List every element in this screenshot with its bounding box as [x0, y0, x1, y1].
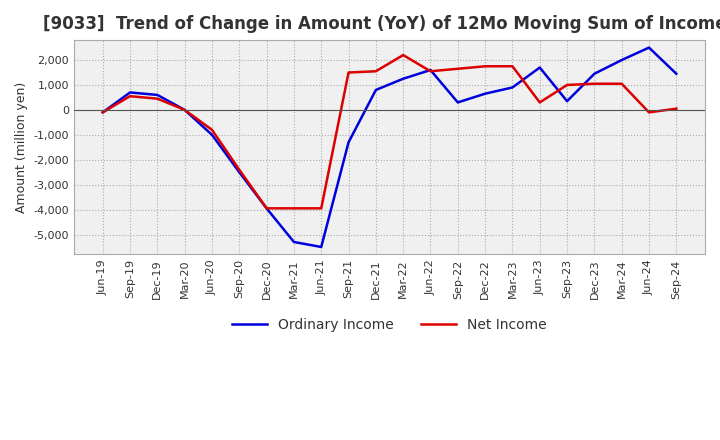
Net Income — [317, 206, 325, 211]
Ordinary Income — [99, 110, 107, 115]
Net Income — [153, 96, 162, 101]
Ordinary Income — [262, 206, 271, 211]
Net Income — [536, 100, 544, 105]
Net Income — [262, 206, 271, 211]
Net Income — [372, 69, 380, 74]
Title: [9033]  Trend of Change in Amount (YoY) of 12Mo Moving Sum of Incomes: [9033] Trend of Change in Amount (YoY) o… — [42, 15, 720, 33]
Net Income — [180, 107, 189, 113]
Ordinary Income — [207, 132, 216, 137]
Ordinary Income — [126, 90, 135, 95]
Net Income — [344, 70, 353, 75]
Net Income — [399, 52, 408, 58]
Ordinary Income — [399, 76, 408, 81]
Ordinary Income — [344, 139, 353, 145]
Net Income — [672, 106, 680, 111]
Ordinary Income — [372, 87, 380, 92]
Net Income — [454, 66, 462, 71]
Ordinary Income — [426, 67, 435, 73]
Net Income — [207, 127, 216, 132]
Net Income — [289, 206, 298, 211]
Ordinary Income — [481, 91, 490, 96]
Net Income — [481, 64, 490, 69]
Ordinary Income — [235, 169, 243, 175]
Ordinary Income — [317, 244, 325, 249]
Legend: Ordinary Income, Net Income: Ordinary Income, Net Income — [227, 312, 552, 337]
Ordinary Income — [180, 107, 189, 113]
Net Income — [590, 81, 599, 86]
Ordinary Income — [617, 57, 626, 62]
Ordinary Income — [672, 71, 680, 77]
Line: Net Income: Net Income — [103, 55, 676, 209]
Ordinary Income — [590, 71, 599, 77]
Ordinary Income — [153, 92, 162, 98]
Net Income — [99, 110, 107, 115]
Line: Ordinary Income: Ordinary Income — [103, 48, 676, 247]
Y-axis label: Amount (million yen): Amount (million yen) — [15, 82, 28, 213]
Ordinary Income — [644, 45, 653, 50]
Net Income — [644, 110, 653, 115]
Ordinary Income — [563, 99, 572, 104]
Net Income — [617, 81, 626, 86]
Net Income — [508, 64, 517, 69]
Net Income — [235, 167, 243, 172]
Net Income — [426, 69, 435, 74]
Net Income — [126, 94, 135, 99]
Ordinary Income — [536, 65, 544, 70]
Ordinary Income — [508, 85, 517, 90]
Ordinary Income — [454, 100, 462, 105]
Net Income — [563, 82, 572, 88]
Ordinary Income — [289, 239, 298, 245]
